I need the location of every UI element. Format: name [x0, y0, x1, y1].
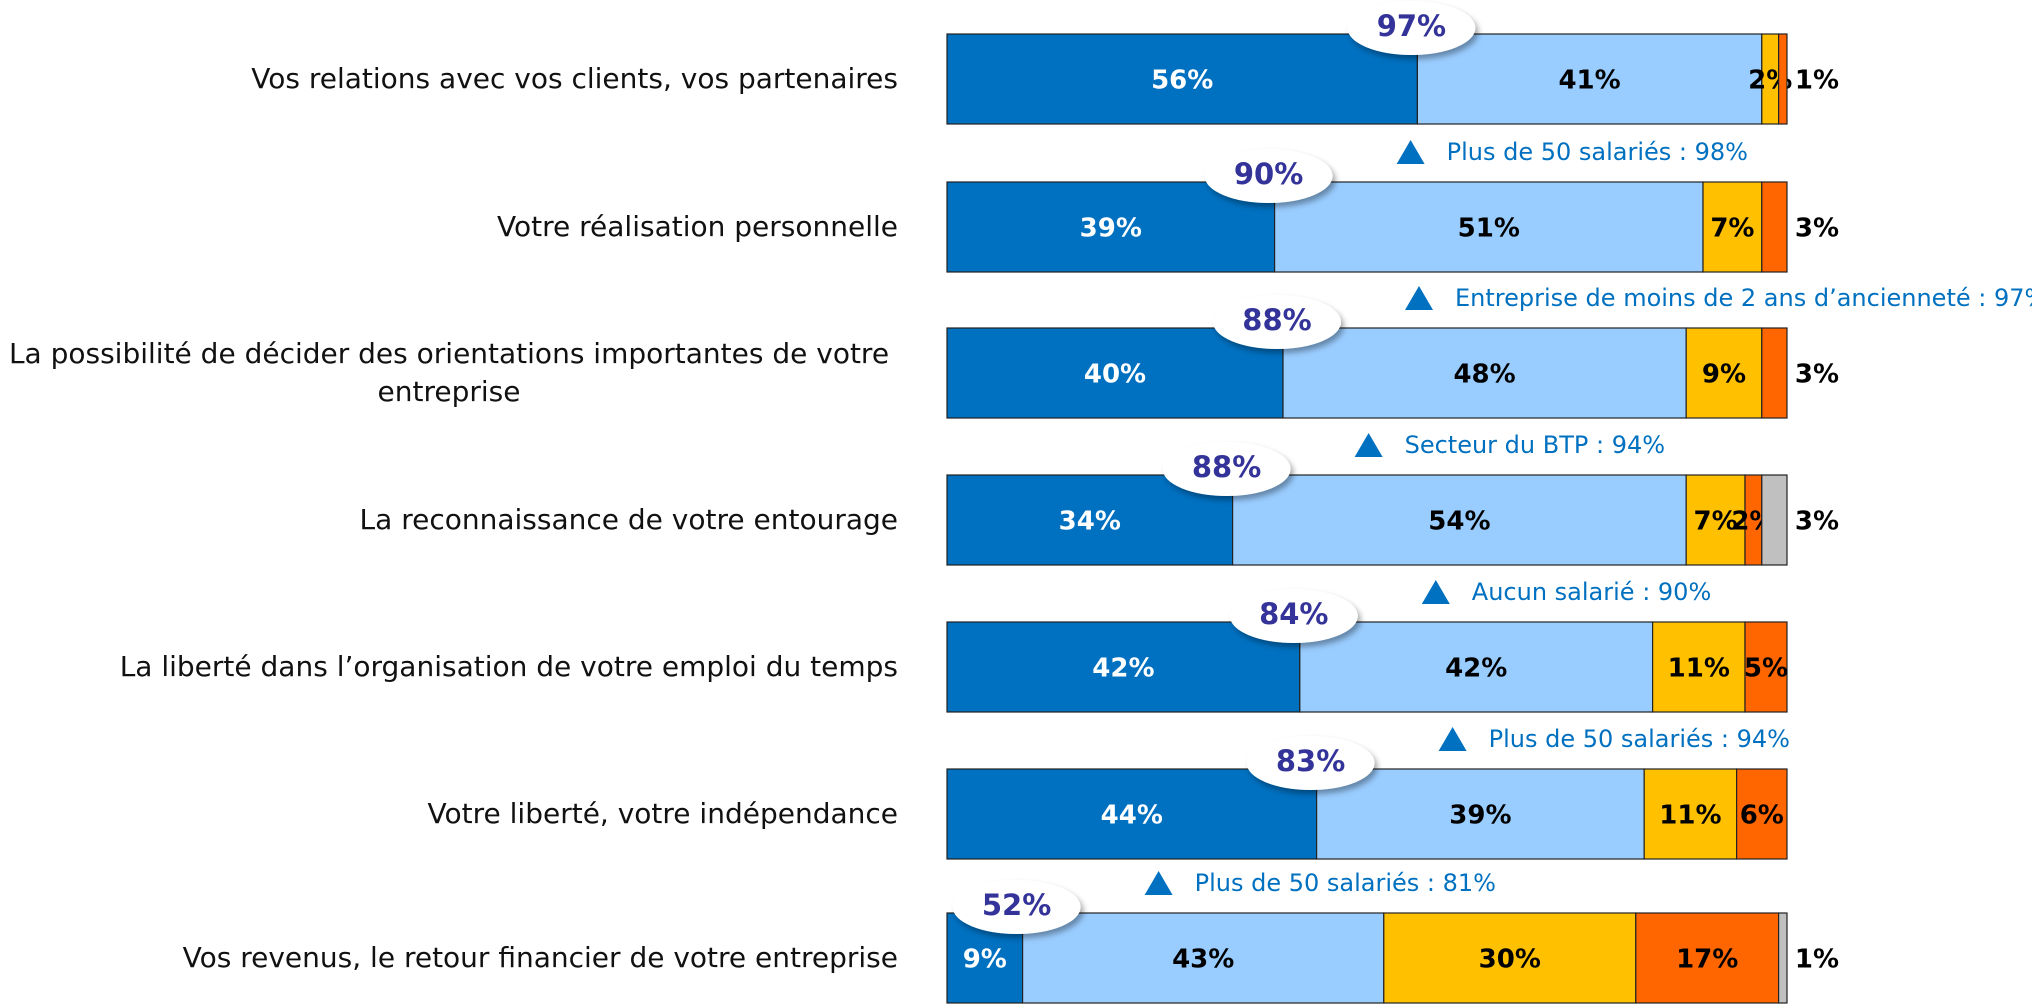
data-label: 42% — [1445, 654, 1507, 684]
bar-segment — [946, 474, 1234, 566]
total-bubble — [952, 880, 1081, 934]
data-label: 1% — [1795, 945, 1839, 975]
data-label: 3% — [1795, 214, 1839, 244]
data-label: 30% — [1479, 945, 1541, 975]
data-label: 7% — [1710, 214, 1754, 244]
category-label: Vos revenus, le retour financier de votr… — [182, 941, 898, 974]
bar-segment — [1761, 327, 1788, 419]
annotation: Plus de 50 salariés : 81% — [1195, 869, 1496, 897]
data-label: 39% — [1080, 214, 1142, 244]
total-label: 88% — [1242, 303, 1311, 337]
annotation: Plus de 50 salariés : 98% — [1447, 138, 1748, 166]
annotation-arrow — [1421, 580, 1450, 604]
bar-segment — [1685, 474, 1746, 566]
bar-segment — [1685, 327, 1763, 419]
data-label: 11% — [1668, 654, 1730, 684]
total-bubble — [1162, 442, 1291, 496]
data-label: 39% — [1449, 801, 1511, 831]
annotation-arrow — [1396, 140, 1425, 164]
data-label: 44% — [1101, 801, 1163, 831]
total-bubble — [1246, 736, 1375, 790]
bar-segment — [1635, 912, 1780, 1004]
bar-segment — [1021, 912, 1385, 1004]
data-label: 42% — [1092, 654, 1154, 684]
data-label: 6% — [1740, 801, 1784, 831]
bar-segment — [946, 33, 1418, 125]
bar-segment — [1315, 768, 1645, 860]
data-label: 9% — [1702, 360, 1746, 390]
data-label: 41% — [1558, 66, 1620, 96]
bar-segment — [1761, 474, 1788, 566]
bar-segment — [1416, 33, 1763, 125]
data-label: 48% — [1453, 360, 1515, 390]
bar-segment — [1299, 621, 1654, 713]
total-label: 88% — [1192, 450, 1261, 484]
bar-segment — [946, 181, 1276, 273]
bar-segment — [1777, 33, 1788, 125]
data-label: 17% — [1676, 945, 1738, 975]
data-label: 9% — [963, 945, 1007, 975]
data-label: 1% — [1795, 66, 1839, 96]
bar-segment — [1651, 621, 1746, 713]
data-label: 51% — [1458, 214, 1520, 244]
total-bubble — [1213, 295, 1341, 349]
category-label: Vos relations avec vos clients, vos part… — [251, 62, 898, 95]
category-label: Votre liberté, votre indépendance — [427, 797, 898, 830]
total-label: 97% — [1377, 9, 1446, 43]
total-bubble — [1347, 1, 1476, 55]
total-label: 90% — [1234, 157, 1303, 191]
total-label: 52% — [982, 888, 1051, 922]
total-label: 83% — [1276, 744, 1345, 778]
annotation-arrow — [1354, 433, 1383, 457]
bar-segment — [946, 327, 1284, 419]
bar-segment — [1231, 474, 1687, 566]
category-label: La reconnaissance de votre entourage — [359, 503, 898, 536]
annotation: Plus de 50 salariés : 94% — [1489, 725, 1790, 753]
bar-segment — [946, 768, 1318, 860]
data-label: 40% — [1084, 360, 1146, 390]
data-label: 43% — [1172, 945, 1234, 975]
bar-segment — [946, 621, 1301, 713]
data-label: 5% — [1744, 654, 1788, 684]
bar-segment — [1777, 912, 1788, 1004]
annotation: Aucun salarié : 90% — [1472, 578, 1711, 606]
data-label: 54% — [1428, 507, 1490, 537]
annotation-arrow — [1144, 871, 1173, 895]
category-label: La liberté dans l’organisation de votre … — [119, 650, 898, 683]
total-bubble — [1204, 149, 1333, 203]
bar-segment — [1702, 181, 1763, 273]
annotation: Secteur du BTP : 94% — [1405, 431, 1665, 459]
annotation-arrow — [1438, 727, 1467, 751]
data-label: 11% — [1659, 801, 1721, 831]
category-label: Votre réalisation personnelle — [497, 210, 898, 243]
category-label: La possibilité de décider des orientatio… — [8, 337, 890, 408]
data-label: 3% — [1795, 360, 1839, 390]
data-label: 34% — [1059, 507, 1121, 537]
total-bubble — [1229, 589, 1358, 643]
bar-segment — [1735, 768, 1788, 860]
annotation: Entreprise de moins de 2 ans d’anciennet… — [1455, 284, 2032, 312]
data-label: 56% — [1151, 66, 1213, 96]
bar-segment — [1744, 621, 1788, 713]
annotation-arrow — [1405, 286, 1433, 310]
data-label: 7% — [1694, 507, 1738, 537]
total-label: 84% — [1259, 597, 1328, 631]
bar-segment — [1273, 181, 1704, 273]
bar-segment — [1761, 181, 1788, 273]
data-label: 3% — [1795, 507, 1839, 537]
